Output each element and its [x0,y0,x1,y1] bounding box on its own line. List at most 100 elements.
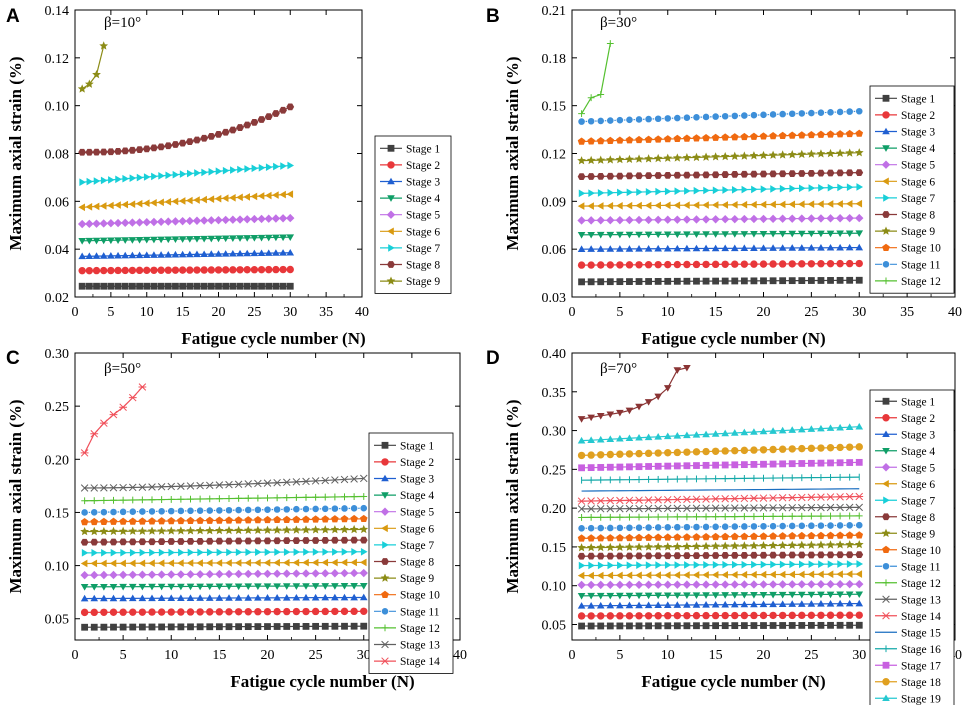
data-point [225,583,233,591]
data-point [90,594,99,602]
data-point [664,622,672,630]
data-point [750,504,758,512]
data-point [205,506,214,515]
data-point [625,552,634,560]
data-point [807,425,816,432]
legend-label: Stage 4 [901,143,935,155]
data-point [750,513,758,520]
data-point [587,173,596,180]
data-point [351,548,358,556]
data-point [350,622,358,630]
data-point [606,592,615,600]
series-stage-6 [80,558,367,568]
data-point [807,512,815,520]
legend-item: Stage 12 [374,623,440,635]
data-point [99,41,109,50]
data-point [273,623,281,630]
data-point [244,594,253,601]
data-point [759,532,768,540]
data-point [350,536,359,544]
data-point [770,185,777,193]
data-point [778,244,787,251]
data-point [234,594,243,601]
data-point [616,136,624,144]
legend-marker [882,447,890,455]
data-point [86,177,94,186]
data-point [769,622,777,629]
data-point [731,611,739,620]
data-point [702,513,710,521]
data-point [845,599,854,607]
data-point [634,580,644,589]
data-point [693,462,700,469]
data-point [788,109,797,118]
data-point [759,150,768,160]
data-point [157,570,166,579]
series-stage-9 [80,524,369,536]
data-point [607,561,615,570]
data-point [721,580,730,589]
data-point [179,170,187,178]
data-point [616,245,624,252]
data-point [740,132,749,141]
data-point [788,493,797,502]
data-point [157,608,166,616]
data-point [587,622,595,630]
data-point [331,583,339,590]
data-point [645,188,653,196]
data-point [826,214,835,223]
data-point [683,601,691,608]
data-point [215,495,223,503]
data-point [846,512,854,520]
data-point [759,591,768,599]
legend-item: Stage 7 [875,495,935,507]
data-point [625,136,634,144]
data-point [855,129,864,137]
x-tick-label: 25 [309,648,323,663]
data-point [196,608,204,616]
data-point [235,215,245,224]
data-point [157,282,165,290]
data-point [826,444,835,452]
data-point [635,552,643,560]
data-point [740,622,748,629]
data-point [177,594,185,601]
data-point [273,607,281,616]
data-point [855,579,864,589]
data-point [741,185,749,194]
data-point [302,493,310,501]
data-point [711,152,720,161]
data-point [244,537,253,545]
data-point [807,540,816,549]
data-point [759,230,768,238]
data-point [596,571,604,580]
data-point [577,543,586,552]
data-point [674,561,682,569]
data-point [818,560,825,569]
data-point [135,237,144,244]
data-point [225,608,233,616]
data-point [263,583,272,590]
data-point [712,622,720,630]
data-point [350,493,358,501]
data-point [683,495,691,504]
data-point [215,569,224,579]
legend-marker [882,145,890,152]
data-point [635,278,643,285]
data-point [683,244,691,252]
data-point [273,537,282,545]
data-point [816,149,826,158]
legend-marker [882,94,890,102]
legend-marker [882,277,890,285]
data-point [855,243,864,251]
data-point [80,584,89,591]
data-point [100,559,107,568]
data-point [644,542,653,551]
data-point [606,40,614,47]
data-point [244,505,253,515]
data-point [837,560,844,568]
data-point [577,416,586,423]
data-point [587,601,595,609]
y-axis-title: Maximum axial strain (%) [503,399,522,593]
data-point [789,560,797,569]
